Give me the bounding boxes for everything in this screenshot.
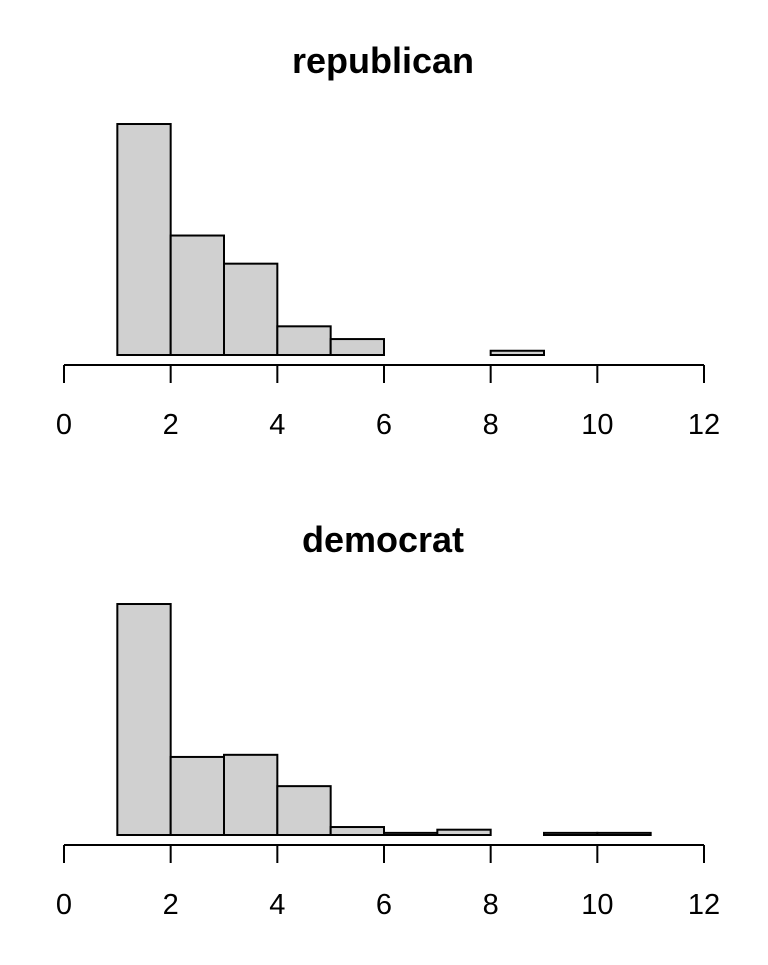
x-tick-label: 10: [581, 409, 613, 441]
panel-republican: republican 0 2 4 6 8 10 12: [56, 40, 720, 441]
x-axis: 0 2 4 6 8 10 12: [56, 364, 720, 441]
histogram-bar: [169, 234, 226, 356]
x-tick-label: 8: [483, 409, 499, 441]
x-tick-label: 12: [688, 409, 720, 441]
panel-title: republican: [292, 40, 474, 81]
histogram-bar: [329, 338, 385, 357]
bar-group: [116, 603, 652, 837]
histogram-bar: [543, 831, 599, 836]
x-tick-label: 6: [376, 409, 392, 441]
histogram-bar: [169, 755, 226, 836]
x-tick-label: 12: [688, 889, 720, 921]
bar-group: [116, 123, 545, 357]
panel-democrat: democrat 0 2 4 6 8 10 12: [56, 519, 720, 921]
x-tick-label: 10: [581, 889, 613, 921]
histogram-bar: [489, 349, 545, 357]
x-tick-label: 4: [269, 889, 285, 921]
x-tick-label: 6: [376, 889, 392, 921]
x-tick-label: 2: [163, 889, 179, 921]
histogram-bar: [116, 603, 172, 837]
histogram-bar: [276, 785, 332, 837]
x-tick-label: 0: [56, 889, 72, 921]
histogram-bar: [276, 325, 332, 356]
x-tick-label: 4: [269, 409, 285, 441]
histogram-bar: [116, 123, 172, 356]
x-tick-label: 2: [163, 409, 179, 441]
histogram-bar: [223, 753, 279, 836]
x-tick-label: 0: [56, 409, 72, 441]
panel-title: democrat: [302, 519, 464, 560]
histogram-bar: [383, 831, 439, 836]
x-tick-label: 8: [483, 889, 499, 921]
histogram-bar: [436, 828, 492, 837]
histogram-bar: [223, 262, 279, 356]
x-axis: 0 2 4 6 8 10 12: [56, 844, 720, 921]
histogram-bar: [596, 831, 652, 836]
histogram-bar: [329, 826, 385, 836]
